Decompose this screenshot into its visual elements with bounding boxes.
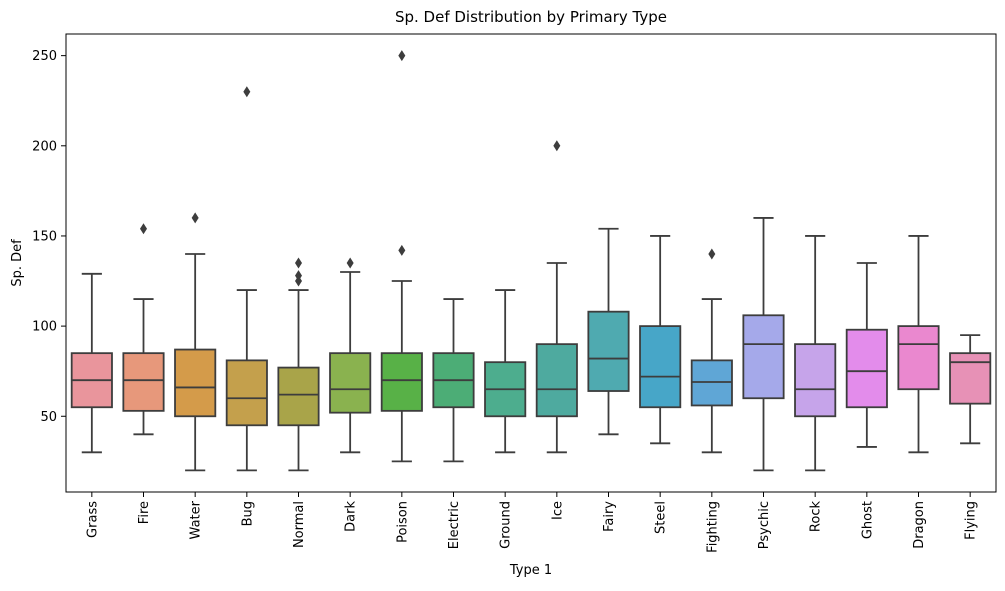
box-rock: [794, 235, 837, 472]
y-tick-label: 250: [32, 49, 57, 64]
x-tick-label: Ice: [550, 501, 565, 520]
x-tick-label: Water: [189, 500, 204, 539]
x-tick-label: Electric: [447, 501, 462, 549]
iqr-box: [742, 314, 785, 400]
iqr-box: [690, 359, 733, 407]
iqr-box: [380, 352, 423, 412]
outlier-point: [191, 212, 199, 224]
y-tick-label: 100: [32, 320, 57, 335]
iqr-box: [174, 348, 217, 418]
box-bug: [225, 86, 268, 472]
box-flying: [949, 334, 992, 445]
box-electric: [432, 298, 475, 463]
outlier-point: [553, 140, 561, 152]
y-axis: 50 100 150 200 250: [32, 49, 66, 425]
x-tick-label: Poison: [395, 501, 410, 543]
box-normal: [277, 257, 320, 472]
y-tick-label: 150: [32, 229, 57, 244]
box-poison: [380, 50, 423, 463]
x-axis-label: Type 1: [509, 563, 552, 578]
x-tick-label: Fairy: [602, 501, 617, 532]
iqr-box: [277, 366, 320, 427]
iqr-box: [225, 359, 268, 427]
x-tick-label: Steel: [654, 501, 669, 534]
iqr-box: [122, 352, 165, 412]
iqr-box: [897, 325, 940, 391]
box-psychic: [742, 217, 785, 472]
x-axis: Grass Fire Water Bug Normal Dark Poison Electri…: [85, 492, 979, 553]
iqr-box: [535, 343, 578, 418]
x-tick-label: Ghost: [860, 501, 875, 539]
chart-title: Sp. Def Distribution by Primary Type: [395, 8, 667, 26]
box-fire: [122, 223, 165, 436]
iqr-box: [639, 325, 682, 409]
y-tick-label: 200: [32, 139, 57, 154]
iqr-box: [794, 343, 837, 418]
outlier-point: [398, 50, 406, 62]
x-tick-label: Rock: [809, 501, 824, 533]
box-dark: [329, 257, 372, 454]
box-fighting: [690, 248, 733, 454]
outlier-point: [295, 270, 302, 282]
y-tick-label: 50: [40, 410, 57, 425]
box-ghost: [845, 262, 888, 448]
x-tick-label: Bug: [240, 501, 255, 526]
box-steel: [639, 235, 682, 445]
outlier-point: [295, 257, 302, 269]
plot-area: [70, 50, 992, 472]
x-tick-label: Dragon: [912, 501, 927, 549]
box-ice: [535, 140, 578, 454]
axes-frame: [65, 33, 997, 493]
box-ground: [484, 289, 527, 454]
outlier-point: [398, 244, 406, 256]
x-tick-label: Dark: [344, 501, 359, 532]
x-tick-label: Grass: [85, 501, 100, 538]
outlier-point: [346, 257, 354, 269]
box-grass: [70, 272, 113, 454]
x-tick-label: Fire: [137, 501, 152, 524]
iqr-box: [845, 328, 888, 409]
iqr-box: [329, 352, 372, 414]
x-tick-label: Psychic: [757, 501, 772, 549]
outlier-point: [708, 248, 716, 260]
x-tick-label: Flying: [964, 501, 979, 540]
outlier-point: [140, 223, 147, 235]
box-water: [174, 212, 217, 472]
iqr-box: [587, 310, 630, 392]
y-axis-label: Sp. Def: [10, 239, 25, 287]
box-dragon: [897, 235, 940, 454]
x-tick-label: Fighting: [705, 501, 720, 553]
x-tick-label: Ground: [499, 501, 514, 549]
iqr-box: [949, 352, 992, 405]
box-fairy: [587, 227, 630, 436]
x-tick-label: Normal: [292, 501, 307, 548]
outlier-point: [243, 86, 251, 98]
